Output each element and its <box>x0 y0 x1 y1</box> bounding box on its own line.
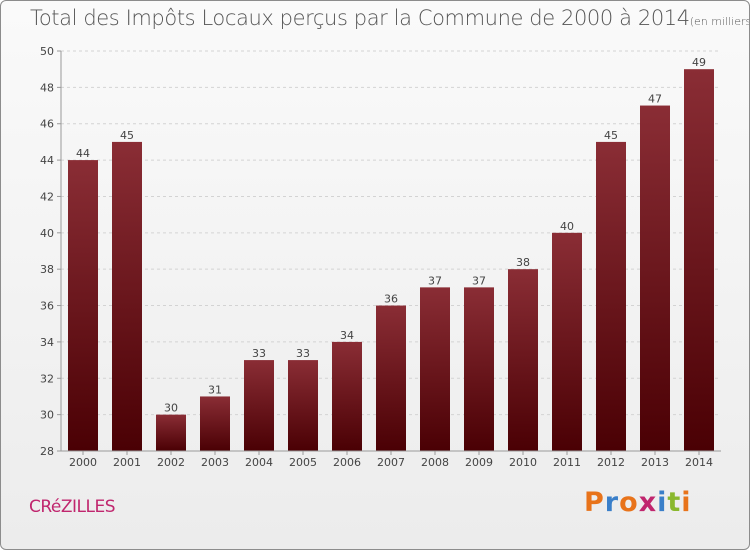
data-label: 44 <box>76 147 90 160</box>
data-label: 45 <box>604 129 618 142</box>
x-tick-label: 2005 <box>289 456 317 469</box>
bar <box>200 396 230 451</box>
bar <box>420 287 450 451</box>
chart-title-unit: (en milliers d'€) <box>689 15 750 28</box>
x-tick-label: 2002 <box>157 456 185 469</box>
proxiti-logo[interactable]: Proxiti <box>584 487 692 518</box>
y-tick-label: 32 <box>40 372 54 385</box>
logo-letter: o <box>619 487 639 518</box>
x-tick-label: 2006 <box>333 456 361 469</box>
x-tick-label: 2009 <box>465 456 493 469</box>
data-label: 33 <box>296 347 310 360</box>
data-label: 47 <box>648 93 662 106</box>
bar <box>376 305 406 451</box>
x-tick-label: 2011 <box>553 456 581 469</box>
data-label: 30 <box>164 402 178 415</box>
y-tick-label: 40 <box>40 227 54 240</box>
bar <box>640 105 670 451</box>
logo-letter: i <box>681 487 692 518</box>
x-tick-label: 2014 <box>685 456 713 469</box>
bar <box>288 360 318 451</box>
y-tick-label: 38 <box>40 263 54 276</box>
x-tick-label: 2003 <box>201 456 229 469</box>
bar <box>552 232 582 451</box>
bar <box>68 160 98 451</box>
x-tick-label: 2010 <box>509 456 537 469</box>
chart-title: Total des Impôts Locaux perçus par la Co… <box>30 6 750 30</box>
bar <box>112 141 142 451</box>
y-tick-label: 28 <box>40 445 54 458</box>
chart-title-main: Total des Impôts Locaux perçus par la Co… <box>30 6 690 30</box>
y-tick-label: 50 <box>40 45 54 58</box>
logo-letter: i <box>657 487 668 518</box>
y-tick-label: 36 <box>40 300 54 313</box>
x-tick-label: 2007 <box>377 456 405 469</box>
logo-letter: r <box>604 487 620 518</box>
data-label: 36 <box>384 293 398 306</box>
logo-letter: t <box>667 487 682 518</box>
y-tick-label: 42 <box>40 190 54 203</box>
bar <box>508 269 538 451</box>
data-label: 34 <box>340 329 354 342</box>
data-label: 38 <box>516 256 530 269</box>
bar <box>244 360 274 451</box>
data-label: 45 <box>120 129 134 142</box>
logo-letter: x <box>638 487 658 518</box>
x-tick-label: 2013 <box>641 456 669 469</box>
x-tick-label: 2001 <box>113 456 141 469</box>
data-label: 40 <box>560 220 574 233</box>
x-tick-label: 2000 <box>69 456 97 469</box>
logo-letter: P <box>584 487 605 518</box>
x-tick-label: 2012 <box>597 456 625 469</box>
y-tick-label: 34 <box>40 336 54 349</box>
x-tick-label: 2008 <box>421 456 449 469</box>
data-label: 37 <box>472 274 486 287</box>
data-label: 49 <box>692 56 706 69</box>
data-label: 33 <box>252 347 266 360</box>
y-tick-label: 48 <box>40 81 54 94</box>
commune-name: CRéZILLES <box>29 497 116 517</box>
bar <box>332 341 362 451</box>
y-tick-label: 46 <box>40 118 54 131</box>
bar <box>596 141 626 451</box>
bar <box>156 414 186 451</box>
bar <box>464 287 494 451</box>
y-tick-label: 30 <box>40 409 54 422</box>
y-tick-label: 44 <box>40 154 54 167</box>
x-tick-label: 2004 <box>245 456 273 469</box>
data-label: 37 <box>428 274 442 287</box>
data-label: 31 <box>208 383 222 396</box>
bar <box>684 69 714 451</box>
